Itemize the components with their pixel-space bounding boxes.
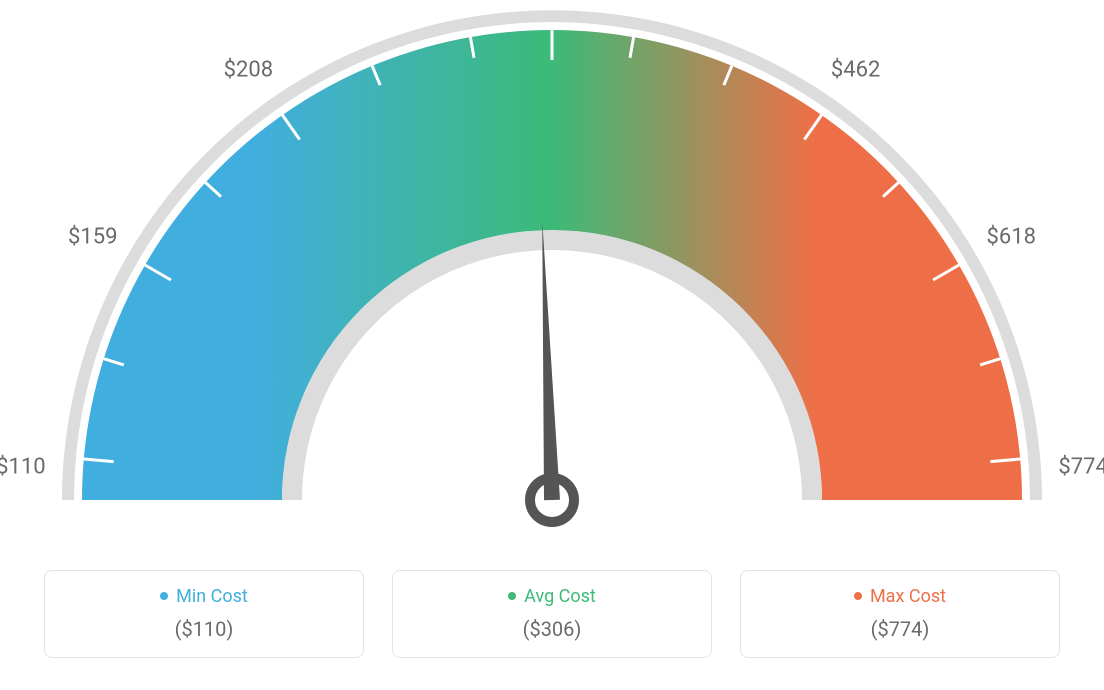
legend-dot-icon	[508, 592, 516, 600]
legend-card-min-cost: Min Cost ($110)	[44, 570, 364, 658]
gauge-tick-label: $774	[1058, 454, 1104, 479]
legend-dot-icon	[160, 592, 168, 600]
legend-title: Max Cost	[854, 586, 946, 607]
legend-value: ($774)	[751, 617, 1049, 641]
gauge-tick-label: $208	[224, 58, 273, 83]
legend-title-text: Avg Cost	[524, 586, 596, 607]
gauge-tick-label: $110	[0, 454, 46, 479]
legend-row: Min Cost ($110) Avg Cost ($306) Max Cost ($77…	[0, 570, 1104, 658]
legend-dot-icon	[854, 592, 862, 600]
gauge-tick-label: $618	[987, 225, 1036, 250]
legend-card-max-cost: Max Cost ($774)	[740, 570, 1060, 658]
gauge-chart	[0, 0, 1104, 560]
legend-title: Min Cost	[160, 586, 248, 607]
cost-gauge-container: $110$159$208$306$462$618$774 Min Cost($1…	[0, 0, 1104, 690]
gauge-needle	[542, 220, 560, 500]
legend-value: ($306)	[403, 617, 701, 641]
legend-title: Avg Cost	[508, 586, 596, 607]
gauge-tick-label: $462	[831, 58, 880, 83]
legend-card-avg-cost: Avg Cost ($306)	[392, 570, 712, 658]
gauge-tick-label: $159	[68, 225, 117, 250]
gauge-area: $110$159$208$306$462$618$774	[0, 0, 1104, 560]
legend-title-text: Min Cost	[176, 586, 248, 607]
legend-value: ($110)	[55, 617, 353, 641]
legend-title-text: Max Cost	[870, 586, 946, 607]
